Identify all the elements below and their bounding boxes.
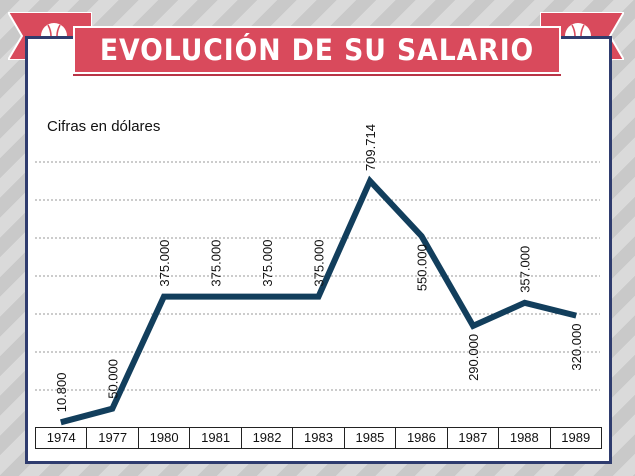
data-label: 375.000 xyxy=(157,240,172,287)
data-label: 320.000 xyxy=(569,324,584,371)
x-tick-label: 1985 xyxy=(345,428,397,448)
data-label: 290.000 xyxy=(466,334,481,381)
data-label: 10.800 xyxy=(54,373,69,413)
x-axis: 1974 1977 1980 1981 1982 1983 1985 1986 1987 1988… xyxy=(35,427,602,449)
data-label: 375.000 xyxy=(208,240,223,287)
data-label: 50.000 xyxy=(105,359,120,399)
data-label: 375.000 xyxy=(312,240,327,287)
data-label: 550.000 xyxy=(415,244,430,291)
units-label: Cifras en dólares xyxy=(47,118,161,135)
x-tick-label: 1987 xyxy=(448,428,500,448)
x-tick-label: 1977 xyxy=(87,428,139,448)
x-tick-label: 1980 xyxy=(139,428,191,448)
data-label: 357.000 xyxy=(518,246,533,293)
salary-line xyxy=(60,175,577,426)
x-tick-label: 1988 xyxy=(499,428,551,448)
x-tick-label: 1982 xyxy=(242,428,294,448)
x-tick-label: 1986 xyxy=(396,428,448,448)
x-tick-label: 1989 xyxy=(561,430,591,445)
title-banner: EVOLUCIÓN DE SU SALARIO xyxy=(73,26,561,74)
chart-title: EVOLUCIÓN DE SU SALARIO xyxy=(99,33,535,67)
x-tick-label: 1974 xyxy=(36,428,88,448)
data-label: 709.714 xyxy=(363,124,378,171)
data-label: 375.000 xyxy=(260,240,275,287)
x-tick-label: 1981 xyxy=(190,428,242,448)
x-tick-label: 1983 xyxy=(293,428,345,448)
